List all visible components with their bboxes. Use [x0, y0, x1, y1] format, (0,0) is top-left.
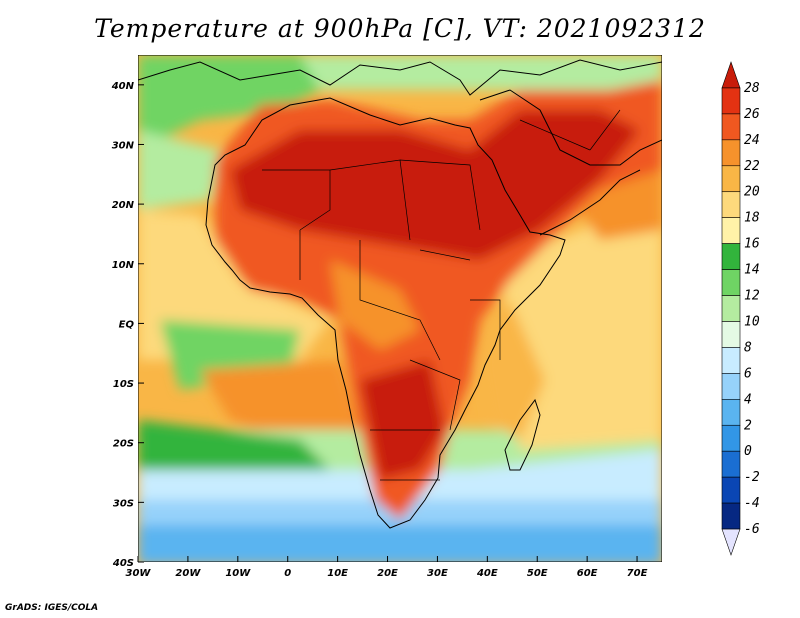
colorbar-label: 28 — [744, 81, 760, 96]
lon-tick-label: 60E — [577, 568, 598, 579]
colorbar-label: -4 — [744, 496, 760, 511]
colorbar-label: 6 — [744, 366, 752, 381]
latitude-axis: 40N 30N 20N 10N EQ 10S 20S 30S 40S — [111, 81, 144, 569]
colorbar-label: 14 — [744, 263, 760, 278]
colorbar-label: 0 — [744, 444, 752, 459]
colorbar-swatch — [721, 269, 741, 296]
colorbar-swatch — [721, 61, 741, 89]
lat-tick-label: 20N — [112, 200, 135, 211]
country-borders — [262, 109, 621, 481]
lon-tick-label: 0 — [284, 568, 291, 579]
lat-tick-label: 40N — [111, 81, 135, 92]
colorbar-label: 8 — [744, 340, 752, 355]
colorbar-swatch — [721, 450, 741, 478]
lon-tick-label: 20W — [175, 568, 201, 579]
colorbar-label: 22 — [744, 159, 760, 174]
colorbar-swatch — [721, 139, 741, 167]
temperature-field — [138, 55, 662, 562]
colorbar-label: -6 — [744, 522, 760, 537]
colorbar-swatch — [721, 87, 741, 115]
colorbar-label: 2 — [744, 418, 752, 433]
colorbar-swatch — [721, 373, 741, 400]
colorbar-swatch — [721, 399, 741, 426]
colorbar-swatch — [721, 113, 741, 141]
colorbar-label: 10 — [744, 314, 760, 329]
grads-credit: GrADS: IGES/COLA — [5, 603, 99, 613]
colorbar-swatch — [721, 476, 741, 504]
map-title: Temperature at 900hPa [C], VT: 202109231… — [94, 14, 706, 43]
lon-tick-label: 30W — [126, 568, 152, 579]
lat-tick-label: EQ — [119, 319, 135, 330]
colorbar-swatch — [721, 424, 741, 452]
colorbar-label: -2 — [744, 470, 760, 485]
colorbar-swatch — [721, 243, 741, 270]
colorbar-label: 18 — [744, 211, 760, 226]
lat-tick-label: 10S — [113, 379, 134, 390]
arabia-coastline — [479, 89, 662, 236]
colorbar-label: 4 — [744, 392, 752, 407]
lat-tick-label: 30N — [112, 140, 135, 151]
lat-tick-label: 20S — [113, 439, 134, 450]
colorbar-swatch — [721, 295, 741, 322]
madagascar-coastline — [504, 398, 541, 471]
colorbar-swatch — [721, 165, 741, 193]
colorbar-swatch — [721, 321, 741, 348]
lat-tick-label: 40S — [112, 558, 134, 569]
lon-tick-label: 40E — [476, 568, 498, 579]
lon-tick-label: 20E — [377, 568, 398, 579]
longitude-axis: 30W 20W 10W 0 10E 20E 30E 40E 50E 60E 70E — [126, 556, 648, 579]
lon-tick-label: 30E — [427, 568, 448, 579]
colorbar-swatch — [721, 347, 741, 374]
colorbar-label: 12 — [744, 289, 760, 304]
colorbar-label: 16 — [744, 237, 760, 252]
colorbar-label: 24 — [744, 133, 760, 148]
colorbar-label: 26 — [744, 107, 760, 122]
colorbar-swatch — [721, 217, 741, 244]
colorbar-swatch — [721, 502, 741, 530]
lon-tick-label: 50E — [527, 568, 548, 579]
lon-tick-label: 10E — [327, 568, 348, 579]
lat-tick-label: 10N — [112, 260, 135, 271]
colorbar-swatch — [721, 191, 741, 218]
africa-coastline — [205, 97, 566, 529]
lon-tick-label: 70E — [627, 568, 648, 579]
colorbar-label: 20 — [744, 185, 760, 200]
colorbar-swatch — [721, 528, 741, 556]
lat-tick-label: 30S — [113, 498, 134, 509]
lon-tick-label: 10W — [225, 568, 251, 579]
europe-coastline — [138, 59, 662, 96]
